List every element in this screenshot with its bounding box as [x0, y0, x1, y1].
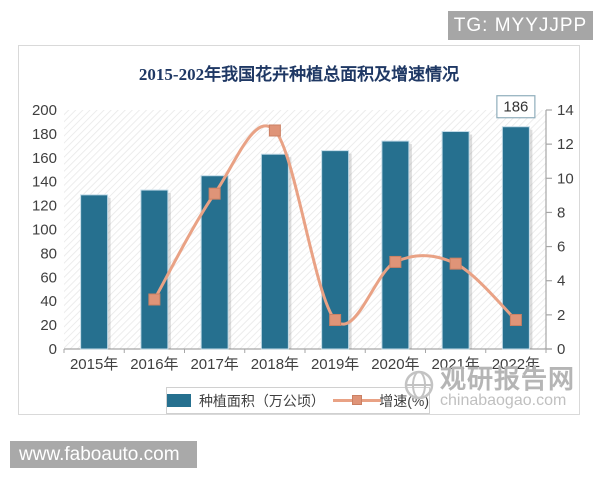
svg-text:0: 0	[49, 341, 57, 358]
svg-text:180: 180	[32, 126, 57, 143]
svg-text:2019年: 2019年	[311, 356, 359, 373]
line-marker	[148, 293, 161, 306]
chart-plot: 0 20 40 60 80 100 120 140 160 180 200 0 2 4 6 8 10 12 14 20…	[32, 95, 574, 373]
line-marker	[449, 257, 462, 270]
svg-text:10: 10	[557, 170, 574, 187]
site-url-badge: www.faboauto.com	[10, 441, 197, 468]
chart-card: 2015-202年我国花卉种植总面积及增速情况 0 20 40 60 80 100 120 1…	[18, 45, 580, 415]
svg-text:2: 2	[557, 307, 565, 324]
data-label-box	[496, 95, 536, 119]
svg-text:2018年: 2018年	[251, 356, 299, 373]
svg-text:160: 160	[32, 150, 57, 167]
bar-legend-label: 种植面积（万公顷）	[198, 392, 325, 409]
svg-text:60: 60	[40, 269, 57, 286]
svg-text:0: 0	[557, 341, 565, 358]
chart-legend: 种植面积（万公顷） 增速(%)	[166, 387, 430, 414]
svg-text:80: 80	[40, 245, 57, 262]
line-marker	[389, 255, 402, 268]
svg-text:200: 200	[32, 102, 57, 119]
svg-text:20: 20	[40, 317, 57, 334]
line-marker	[208, 187, 221, 200]
svg-text:100: 100	[32, 222, 57, 239]
line-legend-label: 增速(%)	[379, 392, 429, 409]
svg-text:2021年: 2021年	[431, 356, 479, 373]
line-legend-marker	[332, 394, 381, 407]
line-marker	[509, 313, 522, 326]
svg-text:40: 40	[40, 293, 57, 310]
tg-contact-badge: TG: MYYJJPP	[448, 11, 593, 40]
bar-legend-swatch	[167, 394, 191, 407]
line-marker	[329, 313, 342, 326]
bar	[140, 189, 169, 350]
bar	[381, 140, 410, 350]
line-marker	[268, 124, 281, 137]
svg-text:6: 6	[557, 239, 565, 256]
svg-text:2022年: 2022年	[492, 356, 540, 373]
svg-text:2015年: 2015年	[70, 356, 118, 373]
bar	[260, 153, 289, 350]
bar	[200, 175, 229, 350]
svg-text:2016年: 2016年	[130, 356, 178, 373]
svg-text:8: 8	[557, 204, 565, 221]
svg-text:140: 140	[32, 174, 57, 191]
svg-text:120: 120	[32, 198, 57, 215]
svg-text:12: 12	[557, 136, 574, 153]
svg-text:186: 186	[503, 99, 528, 116]
bar	[80, 194, 109, 350]
bar	[441, 131, 470, 350]
svg-text:2017年: 2017年	[190, 356, 238, 373]
svg-text:4: 4	[557, 273, 565, 290]
chart-title: 2015-202年我国花卉种植总面积及增速情况	[138, 65, 460, 84]
svg-text:14: 14	[557, 102, 574, 119]
svg-text:2020年: 2020年	[371, 356, 419, 373]
